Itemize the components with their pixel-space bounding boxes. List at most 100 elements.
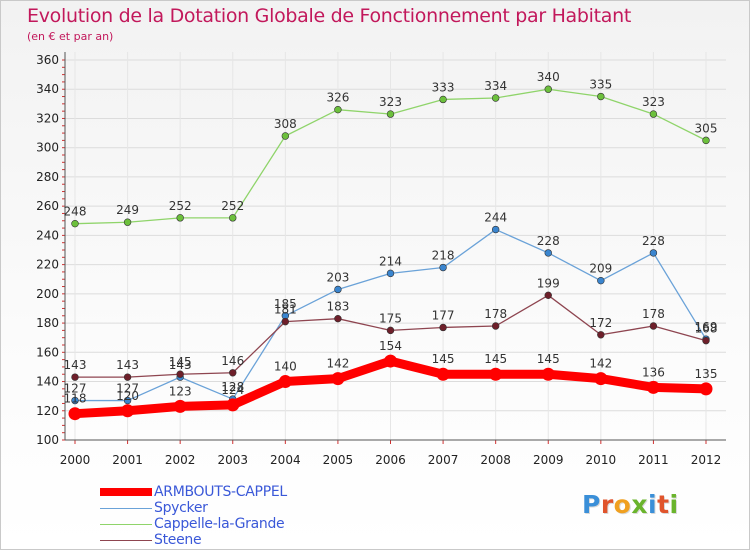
- y-tick-label: 340: [36, 82, 59, 96]
- data-label-cappelle-la-grande: 326: [326, 91, 349, 105]
- data-label-armbouts-cappel: 154: [379, 339, 402, 353]
- legend-label: Spycker: [154, 500, 208, 516]
- data-label-armbouts-cappel: 145: [484, 352, 507, 366]
- data-point-steene: [123, 373, 132, 381]
- data-label-spycker: 143: [169, 358, 192, 372]
- data-point-armbouts-cappel: [173, 399, 187, 413]
- data-label-armbouts-cappel: 142: [589, 357, 612, 371]
- data-label-armbouts-cappel: 123: [169, 384, 192, 398]
- data-point-armbouts-cappel: [226, 398, 240, 412]
- data-label-armbouts-cappel: 142: [326, 357, 349, 371]
- data-label-spycker: 128: [221, 380, 244, 394]
- data-label-spycker: 169: [695, 320, 718, 334]
- data-label-spycker: 127: [64, 382, 87, 396]
- data-label-cappelle-la-grande: 323: [642, 95, 665, 109]
- data-point-armbouts-cappel: [68, 407, 82, 421]
- data-label-steene: 178: [642, 307, 665, 321]
- data-label-cappelle-la-grande: 249: [116, 203, 139, 217]
- chart-subtitle: (en € et par an): [27, 30, 114, 43]
- data-label-cappelle-la-grande: 252: [221, 199, 244, 213]
- data-point-cappelle-la-grande: [597, 92, 605, 101]
- data-label-armbouts-cappel: 118: [64, 392, 87, 406]
- data-label-steene: 175: [379, 311, 402, 325]
- data-label-armbouts-cappel: 136: [642, 365, 665, 379]
- data-label-armbouts-cappel: 135: [695, 367, 718, 381]
- y-tick-label: 300: [36, 141, 59, 155]
- data-label-spycker: 214: [379, 254, 402, 268]
- data-label-steene: 181: [274, 303, 297, 317]
- data-label-spycker: 127: [116, 382, 139, 396]
- x-tick-label: 2006: [375, 453, 406, 467]
- x-tick-label: 2003: [217, 453, 248, 467]
- data-point-armbouts-cappel: [489, 367, 503, 381]
- axes: 100 120 140 160 180 200 220 240 260 280 300 320 340 3…: [36, 52, 726, 467]
- data-point-steene: [281, 317, 290, 326]
- y-tick-label: 180: [36, 316, 59, 330]
- data-point-steene: [229, 369, 237, 377]
- data-label-spycker: 244: [484, 211, 507, 225]
- data-point-cappelle-la-grande: [386, 110, 395, 118]
- y-tick-label: 280: [36, 170, 59, 184]
- x-tick-label: 2012: [691, 453, 722, 467]
- y-tick-label: 320: [36, 111, 59, 125]
- data-label-steene: 172: [589, 316, 612, 330]
- legend-label: Cappelle-la-Grande: [154, 516, 285, 532]
- data-point-armbouts-cappel: [541, 367, 555, 381]
- data-point-steene: [597, 331, 605, 339]
- series-layer: [68, 85, 713, 421]
- x-tick-label: 2001: [112, 453, 143, 467]
- data-point-cappelle-la-grande: [71, 219, 79, 228]
- data-point-cappelle-la-grande: [334, 105, 342, 114]
- data-label-cappelle-la-grande: 335: [589, 78, 612, 92]
- logo-letter: o: [613, 490, 632, 519]
- legend-swatch: [100, 523, 152, 525]
- data-point-armbouts-cappel: [594, 372, 608, 386]
- data-label-armbouts-cappel: 145: [432, 352, 455, 366]
- data-label-spycker: 218: [432, 249, 455, 263]
- data-point-cappelle-la-grande: [229, 214, 237, 222]
- data-label-steene: 143: [64, 358, 87, 372]
- data-label-cappelle-la-grande: 333: [432, 80, 455, 94]
- x-tick-label: 2009: [533, 453, 564, 467]
- data-point-spycker: [386, 269, 395, 278]
- x-tick-label: 2005: [323, 453, 354, 467]
- y-tick-label: 200: [36, 287, 59, 301]
- data-label-steene: 168: [695, 322, 718, 336]
- data-point-steene: [649, 322, 658, 330]
- data-labels-layer: 248 249 252 252 308 326 323 333 334 340 335 323 305 1…: [64, 70, 718, 405]
- data-point-spycker: [597, 276, 605, 285]
- data-label-cappelle-la-grande: 308: [274, 117, 297, 131]
- data-point-spycker: [439, 263, 447, 272]
- x-tick-label: 2004: [270, 453, 301, 467]
- logo-letter: P: [582, 490, 601, 519]
- data-point-steene: [334, 314, 342, 323]
- data-point-cappelle-la-grande: [544, 85, 552, 93]
- data-point-steene: [386, 326, 395, 335]
- logo-letter: i: [648, 490, 658, 519]
- data-label-steene: 183: [326, 300, 349, 314]
- data-label-steene: 143: [116, 358, 139, 372]
- data-point-cappelle-la-grande: [649, 110, 658, 118]
- y-tick-label: 240: [36, 228, 59, 242]
- data-label-steene: 199: [537, 276, 560, 290]
- y-tick-label: 360: [36, 53, 59, 67]
- logo-letter: t: [657, 490, 670, 519]
- y-tick-label: 160: [36, 345, 59, 359]
- data-point-armbouts-cappel: [331, 372, 345, 386]
- data-point-spycker: [544, 249, 552, 257]
- data-point-steene: [71, 373, 79, 381]
- y-tick-label: 140: [36, 375, 59, 389]
- data-point-cappelle-la-grande: [176, 214, 184, 222]
- data-label-spycker: 228: [537, 234, 560, 248]
- data-point-cappelle-la-grande: [123, 218, 132, 226]
- x-tick-label: 2011: [638, 453, 669, 467]
- data-label-spycker: 209: [589, 262, 612, 276]
- data-point-armbouts-cappel: [646, 380, 660, 394]
- data-label-cappelle-la-grande: 323: [379, 95, 402, 109]
- data-label-spycker: 203: [326, 270, 349, 284]
- data-point-armbouts-cappel: [384, 354, 397, 368]
- data-label-steene: 145: [169, 355, 192, 369]
- data-label-armbouts-cappel: 140: [274, 360, 297, 374]
